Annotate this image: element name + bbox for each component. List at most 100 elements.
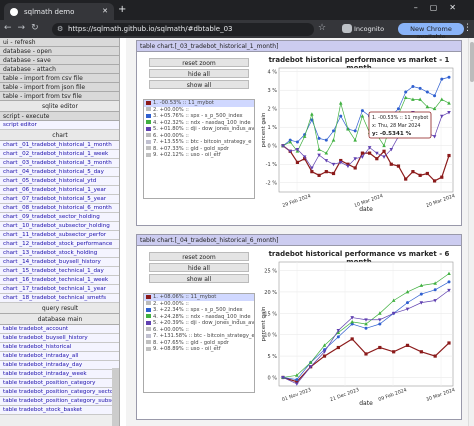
legend-item[interactable]: 3. +22.34% :: spx - s_p_500_index [144,307,254,314]
chart-link[interactable]: chart _15_tradebot_technical_1_day [0,267,119,276]
sqlite-editor-heading: sqlite editor [0,101,119,112]
script-execute-button[interactable]: script - execute [0,112,119,121]
hide-all-button[interactable]: hide all [149,69,249,78]
chart-link[interactable]: chart _01_tradebot_historical_1_month [0,141,119,150]
tooltip-line3: y: -0.5341 % [372,131,412,137]
data-point [396,107,400,111]
data-point [295,380,299,384]
chart-link[interactable]: chart _04_tradebot_historical_5_day [0,168,119,177]
sidebar-button[interactable]: table - import from tsv file [0,92,119,101]
legend-item[interactable]: 1. -00.53% :: 11_mybot [144,100,254,107]
new-chrome-button[interactable]: New Chrome available [398,23,464,41]
legend-item[interactable]: 3. +05.76% :: spx - s_p_500_index [144,113,254,120]
legend-item[interactable]: 8. +07.65% :: gld - gold_spdr [144,340,254,347]
chart-link[interactable]: chart _05_tradebot_historical_ytd [0,177,119,186]
legend-item[interactable]: 6. +00.00% :: [144,133,254,140]
sidebar-button[interactable]: database - save [0,56,119,65]
sidebar-button[interactable]: table - import from json file [0,83,119,92]
data-point [360,109,364,113]
legend-item[interactable]: 9. +02.12% :: uso - oil_etf [144,152,254,159]
window-controls[interactable]: –▢✕ [413,3,468,12]
chart-link[interactable]: chart _14_tradebot_buysell_history [0,258,119,267]
sidebar-button[interactable]: database - attach [0,65,119,74]
legend-item[interactable]: 1. +08.06% :: 11_mybot [144,294,254,301]
legend-item[interactable]: 2. +00.00% :: [144,301,254,308]
site-info-icon[interactable]: ⚙ [57,25,64,33]
show-all-button[interactable]: show all [149,80,249,89]
url-field[interactable]: ⚙ https://sqlmath.github.io/sqlmath/#dbt… [52,23,314,36]
data-point [405,289,410,294]
table-link[interactable]: table tradebot_stock_basket [0,406,119,415]
data-point [353,166,357,170]
page-scrollbar[interactable] [468,38,474,426]
data-point [396,164,401,168]
chart-link[interactable]: chart _02_tradebot_historical_1_week [0,150,119,159]
table-link[interactable]: table tradebot_intraday_all [0,352,119,361]
chart-link[interactable]: chart _08_tradebot_historical_6_month [0,204,119,213]
legend-item[interactable]: 8. +07.33% :: gld - gold_spdr [144,146,254,153]
table-link[interactable]: table tradebot_position_category_sector [0,388,119,397]
chart-link[interactable]: chart _09_tradebot_sector_holding [0,213,119,222]
legend-label: 1. -00.53% :: 11_mybot [153,100,214,106]
legend-item[interactable]: 7. +13.55% :: btc - bitcoin_strategy_e [144,139,254,146]
close-tab-icon[interactable]: ✕ [102,7,108,15]
chart-link[interactable]: chart _18_tradebot_technical_smetfs [0,294,119,303]
data-point [406,301,409,305]
table-link[interactable]: table tradebot_buysell_history [0,334,119,343]
show-all-button[interactable]: show all [149,274,249,283]
hide-all-button[interactable]: hide all [149,263,249,272]
chart-link[interactable]: chart _13_tradebot_stock_holding [0,249,119,258]
chart-svg[interactable]: 25 % 20 % 15 % 10 % 5 % 0 % 01 Nov 2023 21 Dec … [259,248,459,408]
table-link[interactable]: table tradebot_position_category_subsect… [0,397,119,406]
table-link[interactable]: table tradebot_position_category [0,379,119,388]
table-link[interactable]: table tradebot_intraday_week [0,370,119,379]
table-link[interactable]: table tradebot_historical [0,343,119,352]
data-point [364,318,368,322]
chart-svg[interactable]: 4 %3 %2 %1 %0 %-1 %-2 %29 Feb 2024 10 Mar… [259,54,459,214]
chart-link[interactable]: chart _06_tradebot_historical_1_year [0,186,119,195]
chart-link[interactable]: chart _03_tradebot_historical_3_month [0,159,119,168]
legend-label: 3. +05.76% :: spx - s_p_500_index [153,113,243,119]
bookmark-star-icon[interactable]: ☆ [318,23,327,33]
browser-tab[interactable]: sqlmath demo ✕ [4,3,114,20]
legend-item[interactable]: 4. +24.28% :: ndx - nasdaq_100_inde [144,314,254,321]
legend-item[interactable]: 6. +00.00% :: [144,327,254,334]
chart-link[interactable]: chart _07_tradebot_historical_5_year [0,195,119,204]
legend-swatch [146,152,151,157]
data-point [302,155,307,159]
new-tab-icon[interactable]: + [118,4,127,15]
legend-swatch [146,307,151,312]
reset-zoom-button[interactable]: reset zoom [149,58,249,67]
menu-dots-icon[interactable]: ⋮ [463,23,472,33]
legend-label: 5. +20.39% :: dji - dow_jones_indus_av [153,320,255,326]
sidebar-button[interactable]: ui - refresh [0,38,119,47]
script-editor-link[interactable]: script editor [0,121,119,130]
x-tick-label: 29 Feb 2024 [282,193,312,209]
legend-item[interactable]: 2. +00.00% :: [144,107,254,114]
nav-buttons-icon[interactable]: ←→↻ [4,23,45,33]
sidebar-button[interactable]: table - import from csv file [0,74,119,83]
legend-item[interactable]: 7. +131.58% :: btc - bitcoin_strategy_e [144,333,254,340]
chart-link[interactable]: chart _12_tradebot_stock_performance [0,240,119,249]
data-point [425,104,430,109]
chart-link[interactable]: chart _17_tradebot_technical_1_year [0,285,119,294]
scrollbar-thumb[interactable] [470,42,474,82]
reset-zoom-button[interactable]: reset zoom [149,252,249,261]
panel-header: table chart.[_03_tradebot_historical_1_m… [137,41,461,52]
data-point [405,307,410,312]
table-link[interactable]: table tradebot_account [0,325,119,334]
sidebar-scrollbar[interactable] [112,368,119,426]
legend-item[interactable]: 9. +08.89% :: uso - oil_etf [144,346,254,353]
chart-link[interactable]: chart _10_tradebot_subsector_holding [0,222,119,231]
table-link[interactable]: table tradebot_intraday_day [0,361,119,370]
legend-label: 5. +01.80% :: dji - dow_jones_indus_av [153,126,255,132]
sidebar-button[interactable]: database - open [0,47,119,56]
data-point [439,97,444,101]
chart-link[interactable]: chart _11_tradebot_subsector_perfor [0,231,119,240]
data-point [332,129,336,133]
legend-item[interactable]: 4. +02.32% :: ndx - nasdaq_100_inde [144,120,254,127]
chart-link[interactable]: chart _16_tradebot_technical_1_week [0,276,119,285]
legend-item[interactable]: 5. +20.39% :: dji - dow_jones_indus_av [144,320,254,327]
data-point [295,373,299,377]
legend-item[interactable]: 5. +01.80% :: dji - dow_jones_indus_av [144,126,254,133]
